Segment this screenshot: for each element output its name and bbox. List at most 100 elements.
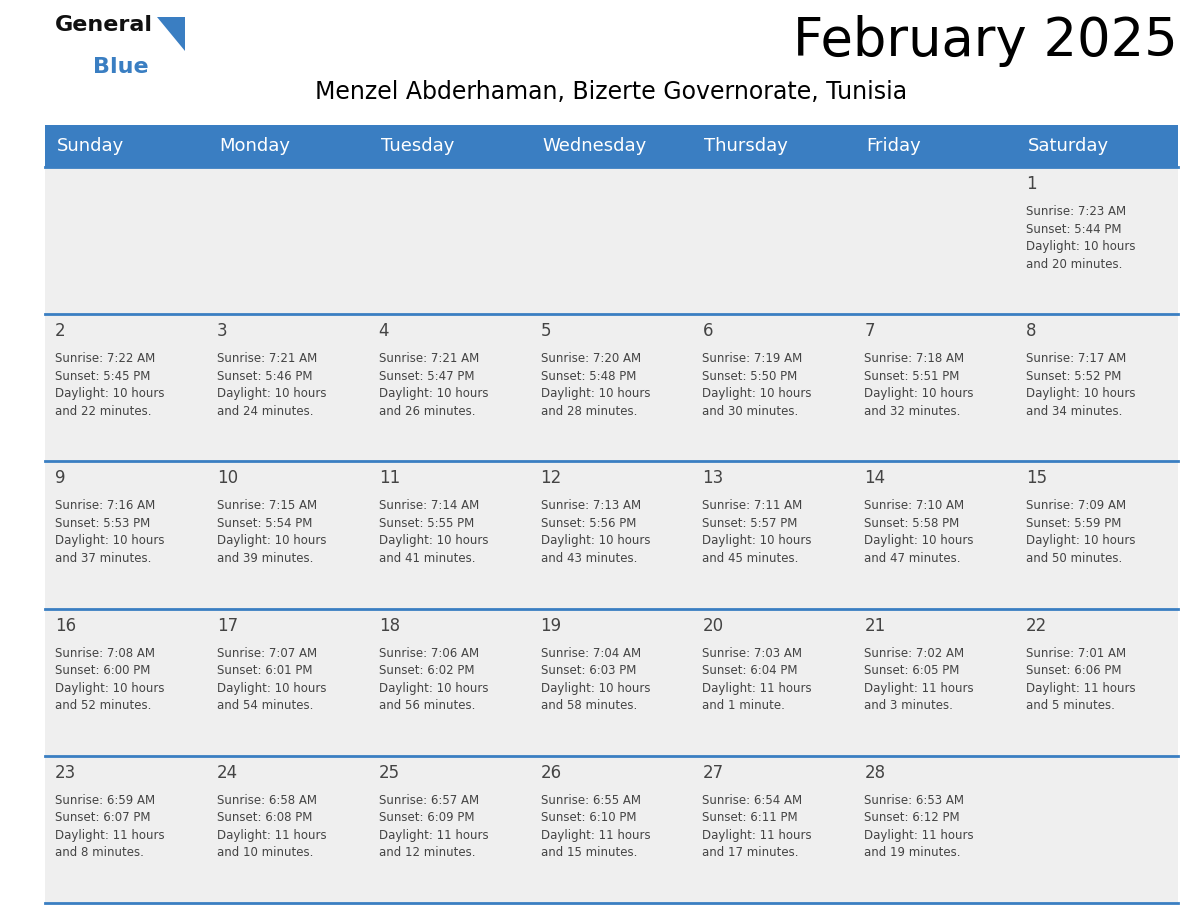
Text: and 32 minutes.: and 32 minutes. (865, 405, 961, 418)
Text: Sunrise: 7:19 AM: Sunrise: 7:19 AM (702, 353, 803, 365)
Text: 15: 15 (1026, 469, 1048, 487)
Text: Sunset: 6:07 PM: Sunset: 6:07 PM (55, 812, 151, 824)
Bar (45, 125, 1178, 167)
Text: and 45 minutes.: and 45 minutes. (702, 552, 798, 565)
Text: and 58 minutes.: and 58 minutes. (541, 700, 637, 712)
Text: Sunset: 5:55 PM: Sunset: 5:55 PM (379, 517, 474, 530)
Text: Sunset: 5:44 PM: Sunset: 5:44 PM (1026, 222, 1121, 236)
Text: 3: 3 (217, 322, 227, 341)
Bar (368, 314, 531, 462)
Text: and 43 minutes.: and 43 minutes. (541, 552, 637, 565)
Text: Sunrise: 7:21 AM: Sunrise: 7:21 AM (379, 353, 479, 365)
Text: Daylight: 10 hours: Daylight: 10 hours (217, 681, 327, 695)
Text: 22: 22 (1026, 617, 1048, 634)
Bar (1016, 609, 1178, 756)
Polygon shape (157, 17, 185, 51)
Bar (45, 167, 207, 314)
Bar (531, 756, 693, 903)
Text: 20: 20 (702, 617, 723, 634)
Text: Sunset: 6:05 PM: Sunset: 6:05 PM (865, 664, 960, 677)
Text: Sunrise: 6:57 AM: Sunrise: 6:57 AM (379, 794, 479, 807)
Text: and 56 minutes.: and 56 minutes. (379, 700, 475, 712)
Text: Daylight: 11 hours: Daylight: 11 hours (217, 829, 327, 842)
Bar (368, 167, 531, 314)
Text: 18: 18 (379, 617, 400, 634)
Text: Sunset: 6:06 PM: Sunset: 6:06 PM (1026, 664, 1121, 677)
Text: and 22 minutes.: and 22 minutes. (55, 405, 152, 418)
Text: Daylight: 11 hours: Daylight: 11 hours (541, 829, 650, 842)
Bar (45, 462, 207, 609)
Text: Sunrise: 7:23 AM: Sunrise: 7:23 AM (1026, 205, 1126, 218)
Bar (854, 609, 1016, 756)
Text: Daylight: 10 hours: Daylight: 10 hours (55, 534, 164, 547)
Text: Sunrise: 6:53 AM: Sunrise: 6:53 AM (865, 794, 965, 807)
Text: and 1 minute.: and 1 minute. (702, 700, 785, 712)
Text: Menzel Abderhaman, Bizerte Governorate, Tunisia: Menzel Abderhaman, Bizerte Governorate, … (316, 80, 908, 104)
Text: Daylight: 11 hours: Daylight: 11 hours (55, 829, 165, 842)
Text: Daylight: 10 hours: Daylight: 10 hours (541, 387, 650, 400)
Bar (45, 609, 207, 756)
Text: Monday: Monday (219, 137, 290, 155)
Text: 28: 28 (865, 764, 885, 782)
Text: 23: 23 (55, 764, 76, 782)
Text: 11: 11 (379, 469, 400, 487)
Text: Sunset: 6:04 PM: Sunset: 6:04 PM (702, 664, 798, 677)
Text: and 3 minutes.: and 3 minutes. (865, 700, 953, 712)
Text: and 41 minutes.: and 41 minutes. (379, 552, 475, 565)
Text: and 10 minutes.: and 10 minutes. (217, 846, 314, 859)
Text: Daylight: 10 hours: Daylight: 10 hours (702, 387, 811, 400)
Text: 14: 14 (865, 469, 885, 487)
Text: Daylight: 10 hours: Daylight: 10 hours (541, 681, 650, 695)
Text: and 26 minutes.: and 26 minutes. (379, 405, 475, 418)
Text: Blue: Blue (93, 57, 148, 77)
Text: and 34 minutes.: and 34 minutes. (1026, 405, 1123, 418)
Text: Sunset: 5:56 PM: Sunset: 5:56 PM (541, 517, 636, 530)
Text: and 15 minutes.: and 15 minutes. (541, 846, 637, 859)
Text: Daylight: 10 hours: Daylight: 10 hours (865, 534, 974, 547)
Text: Sunset: 5:58 PM: Sunset: 5:58 PM (865, 517, 960, 530)
Text: Sunset: 5:45 PM: Sunset: 5:45 PM (55, 370, 151, 383)
Text: February 2025: February 2025 (794, 15, 1178, 67)
Text: and 52 minutes.: and 52 minutes. (55, 700, 151, 712)
Text: Daylight: 10 hours: Daylight: 10 hours (55, 681, 164, 695)
Bar (854, 756, 1016, 903)
Text: Daylight: 11 hours: Daylight: 11 hours (865, 829, 974, 842)
Text: 19: 19 (541, 617, 562, 634)
Text: 24: 24 (217, 764, 238, 782)
Text: and 30 minutes.: and 30 minutes. (702, 405, 798, 418)
Text: Daylight: 10 hours: Daylight: 10 hours (217, 387, 327, 400)
Text: Sunrise: 7:21 AM: Sunrise: 7:21 AM (217, 353, 317, 365)
Text: Daylight: 10 hours: Daylight: 10 hours (217, 534, 327, 547)
Text: Sunset: 6:11 PM: Sunset: 6:11 PM (702, 812, 798, 824)
Text: and 28 minutes.: and 28 minutes. (541, 405, 637, 418)
Text: Sunset: 6:03 PM: Sunset: 6:03 PM (541, 664, 636, 677)
Text: and 12 minutes.: and 12 minutes. (379, 846, 475, 859)
Text: Sunrise: 6:55 AM: Sunrise: 6:55 AM (541, 794, 640, 807)
Text: 6: 6 (702, 322, 713, 341)
Text: Sunrise: 6:58 AM: Sunrise: 6:58 AM (217, 794, 317, 807)
Text: and 24 minutes.: and 24 minutes. (217, 405, 314, 418)
Text: Sunrise: 7:09 AM: Sunrise: 7:09 AM (1026, 499, 1126, 512)
Text: and 39 minutes.: and 39 minutes. (217, 552, 314, 565)
Text: Sunrise: 7:04 AM: Sunrise: 7:04 AM (541, 646, 640, 660)
Text: and 5 minutes.: and 5 minutes. (1026, 700, 1116, 712)
Bar (45, 314, 207, 462)
Bar (854, 314, 1016, 462)
Text: Daylight: 10 hours: Daylight: 10 hours (865, 387, 974, 400)
Text: 9: 9 (55, 469, 65, 487)
Bar (207, 609, 368, 756)
Bar (207, 314, 368, 462)
Text: 21: 21 (865, 617, 885, 634)
Bar (531, 609, 693, 756)
Text: Sunrise: 7:17 AM: Sunrise: 7:17 AM (1026, 353, 1126, 365)
Text: 16: 16 (55, 617, 76, 634)
Bar (531, 167, 693, 314)
Bar (207, 756, 368, 903)
Text: Daylight: 10 hours: Daylight: 10 hours (541, 534, 650, 547)
Text: 10: 10 (217, 469, 238, 487)
Text: Saturday: Saturday (1028, 137, 1110, 155)
Bar (45, 756, 207, 903)
Text: Sunrise: 7:11 AM: Sunrise: 7:11 AM (702, 499, 803, 512)
Text: Sunrise: 7:20 AM: Sunrise: 7:20 AM (541, 353, 640, 365)
Bar (854, 462, 1016, 609)
